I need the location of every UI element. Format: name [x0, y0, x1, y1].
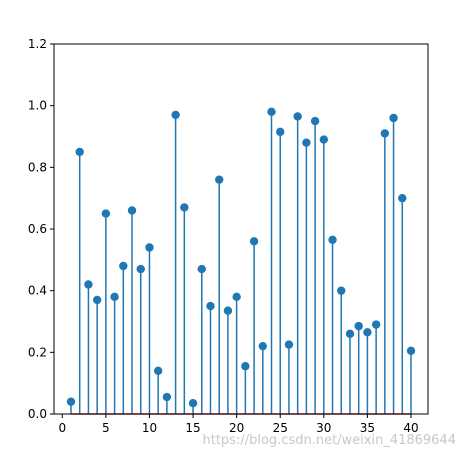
- stem-marker: [101, 209, 111, 218]
- y-tick-label: 0.0: [28, 407, 47, 421]
- stem-marker: [153, 366, 163, 376]
- stem-marker: [284, 340, 294, 349]
- stem-marker: [354, 321, 363, 331]
- stem-marker: [406, 346, 416, 355]
- x-tick-label: 35: [360, 421, 375, 435]
- stem-marker: [398, 193, 407, 203]
- stem-marker: [389, 113, 398, 123]
- stem-marker: [171, 110, 180, 120]
- x-axis: 0 5 10 15 20 25 30 35 40: [58, 414, 419, 435]
- stem-marker: [232, 292, 241, 302]
- stem-marker: [371, 320, 381, 329]
- stem-marker: [258, 341, 267, 351]
- x-tick-label: 5: [102, 421, 110, 435]
- stem-marker: [188, 399, 198, 408]
- stem-marker: [110, 292, 119, 302]
- stem-marker: [293, 112, 302, 121]
- stem-marker: [127, 206, 137, 215]
- x-tick-label: 0: [58, 421, 66, 435]
- stem-marker: [223, 306, 233, 315]
- plot-area: [54, 44, 428, 414]
- stems-layer: [70, 111, 412, 414]
- x-tick-label: 20: [229, 421, 244, 435]
- y-tick-label: 0.4: [28, 284, 47, 298]
- stem-marker: [119, 261, 128, 271]
- y-axis: 0.0 0.2 0.4 0.6 0.8 1.0 1.2: [28, 37, 54, 421]
- y-tick-label: 1.0: [28, 99, 47, 113]
- stem-marker: [162, 392, 172, 402]
- stem-marker: [249, 237, 259, 246]
- stem-marker: [319, 135, 329, 144]
- y-tick-label: 0.8: [28, 160, 47, 174]
- stem-marker: [66, 397, 76, 406]
- stem-marker: [241, 362, 250, 371]
- x-tick-label: 10: [142, 421, 157, 435]
- watermark: https://blog.csdn.net/weixin_41869644: [202, 433, 456, 448]
- stem-marker: [84, 280, 93, 289]
- x-tick-label: 40: [403, 421, 418, 435]
- stem-marker: [363, 328, 372, 337]
- x-tick-label: 30: [316, 421, 331, 435]
- stem-marker: [206, 301, 215, 311]
- stem-marker: [345, 329, 355, 339]
- stem-marker: [136, 264, 145, 274]
- stem-marker: [276, 127, 285, 137]
- stem-marker: [328, 235, 337, 244]
- y-tick-label: 0.6: [28, 222, 47, 236]
- stem-marker: [145, 243, 154, 252]
- stem-marker: [337, 286, 346, 295]
- x-tick-label: 15: [185, 421, 200, 435]
- stem-marker: [197, 264, 206, 274]
- stem-marker: [75, 147, 84, 157]
- markers-layer: [66, 107, 416, 408]
- stem-marker: [380, 129, 390, 138]
- stem-marker: [267, 107, 276, 117]
- stem-marker: [92, 295, 102, 305]
- y-tick-label: 1.2: [28, 37, 47, 51]
- stem-marker: [310, 116, 320, 126]
- y-tick-label: 0.2: [28, 345, 47, 359]
- x-tick-label: 25: [273, 421, 288, 435]
- stem-marker: [180, 203, 189, 212]
- stem-marker: [215, 175, 224, 184]
- stem-marker: [302, 138, 311, 147]
